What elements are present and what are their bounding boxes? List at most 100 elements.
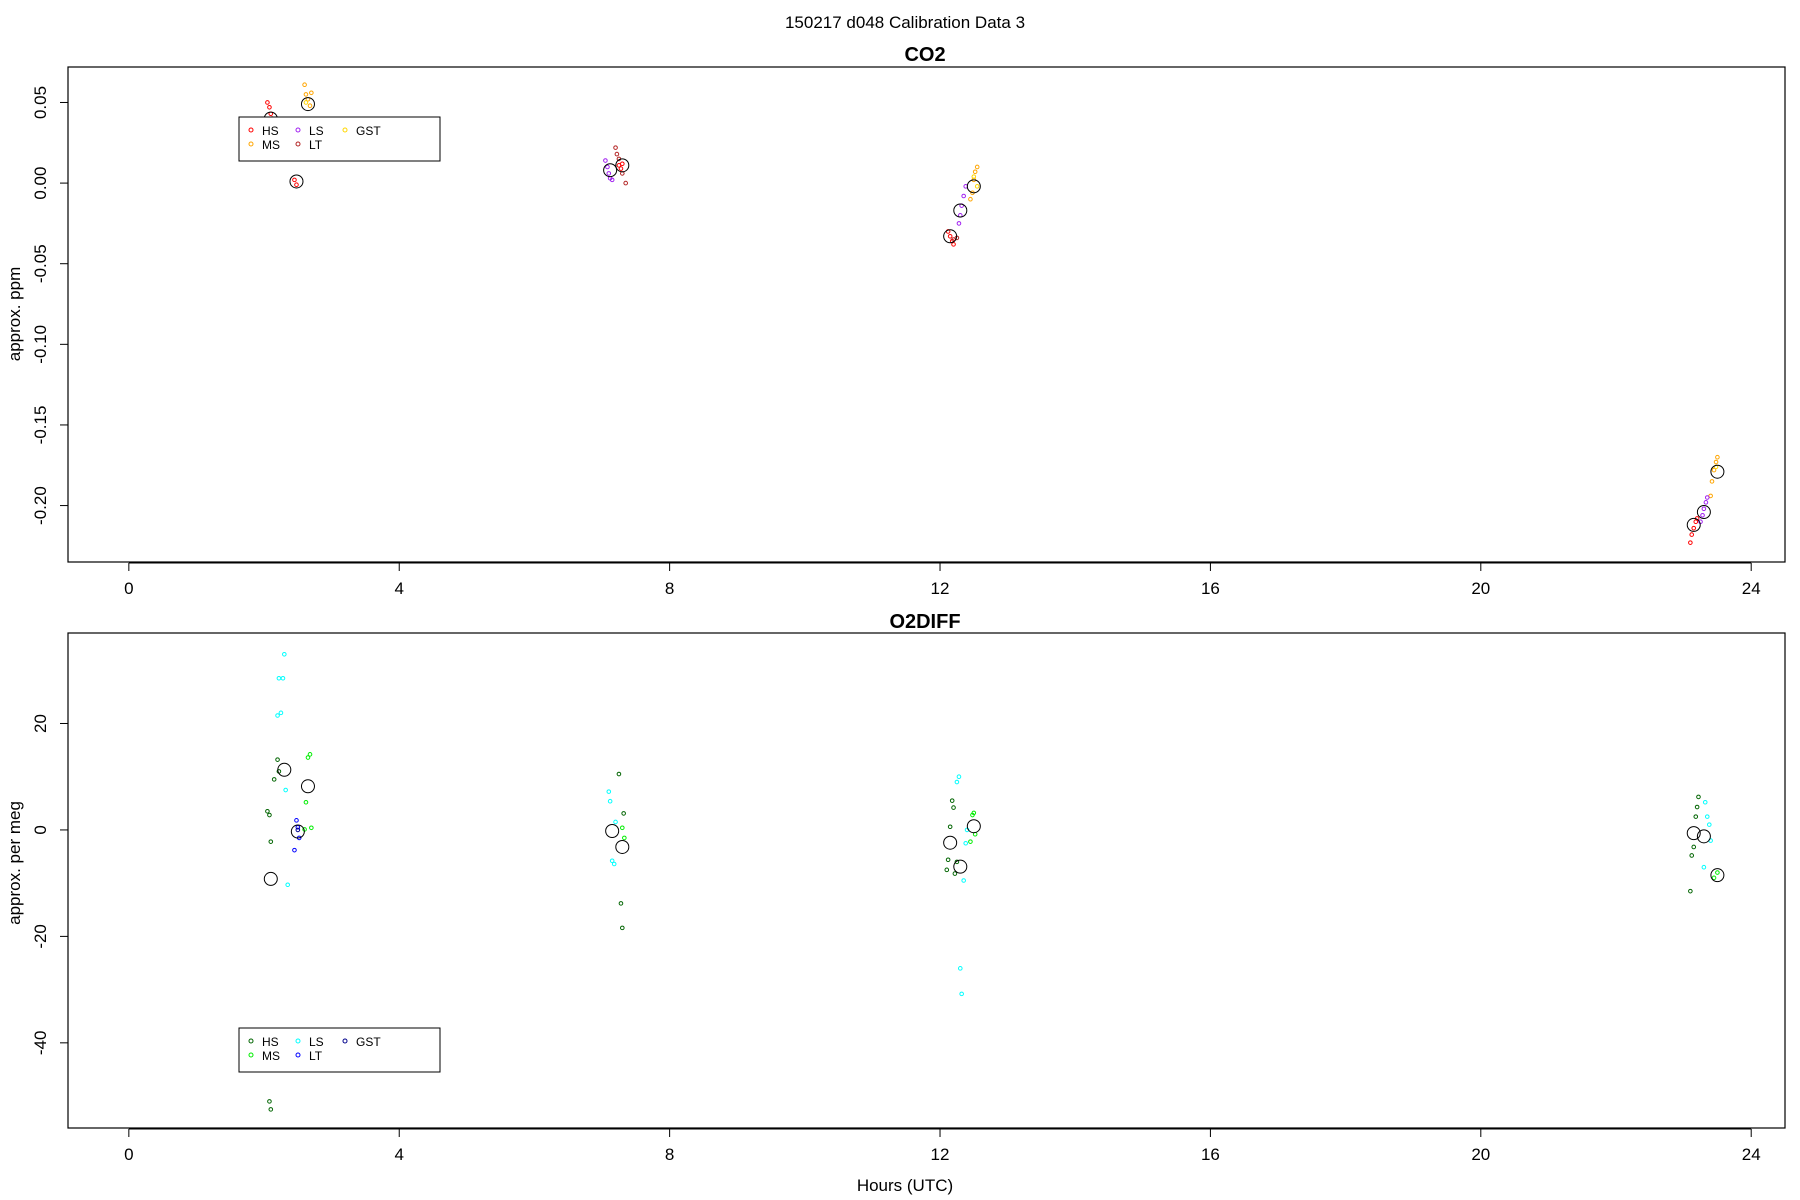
o2diff-y-axis: -40 -20 0 20 (31, 714, 68, 1055)
co2-x-tick-label: 24 (1742, 579, 1761, 598)
co2-y-tick-label: -0.20 (31, 486, 50, 525)
o2diff-mean-point (943, 835, 958, 850)
co2-x-tick-label: 16 (1201, 579, 1220, 598)
o2diff-point-ms (1715, 870, 1720, 875)
co2-mean-point (289, 174, 304, 189)
o2diff-x-tick-label: 20 (1471, 1145, 1490, 1164)
o2diff-chart-title: O2DIFF (889, 611, 960, 633)
o2diff-y-axis-label: approx. per meg (5, 801, 24, 925)
co2-point-ms (303, 92, 309, 97)
o2diff-plot-frame (67, 632, 1786, 1129)
o2diff-x-tick-label: 24 (1742, 1145, 1761, 1164)
o2diff-point-lt (294, 818, 299, 823)
o2diff-point-ms (305, 755, 311, 760)
co2-point-ms (1709, 479, 1715, 484)
o2diff-point-ms (307, 752, 313, 757)
co2-legend-label-ms: MS (262, 138, 280, 152)
co2-mean-point (1696, 505, 1711, 520)
co2-legend-box (238, 116, 441, 162)
o2diff-mean-point (1686, 826, 1701, 841)
o2diff-point-hs (954, 859, 960, 865)
o2diff-point-hs (1689, 853, 1695, 858)
co2-legend-label-lt: LT (309, 138, 323, 152)
co2-point-ls (1703, 500, 1709, 505)
o2diff-point-ls (1706, 822, 1712, 827)
o2diff-legend-label-hs: HS (262, 1035, 279, 1049)
o2diff-point-ls (283, 787, 288, 793)
co2-mean-point (953, 203, 968, 218)
co2-x-tick-label: 8 (665, 579, 674, 598)
co2-point-hs (1688, 540, 1693, 545)
co2-point-ms (974, 164, 980, 170)
o2diff-y-tick-label: -20 (31, 924, 50, 949)
co2-legend-label-gst: GST (356, 124, 381, 138)
co2-point-hs (1691, 525, 1697, 531)
o2diff-point-ls (276, 675, 282, 681)
o2diff-x-tick-label: 4 (394, 1145, 403, 1164)
o2diff-mean-point (605, 824, 620, 838)
o2diff-point-ms (620, 825, 625, 831)
o2diff-x-axis: 0 4 8 12 16 20 24 (124, 1128, 1761, 1164)
co2-y-tick-label: 0.05 (31, 86, 50, 119)
o2diff-x-axis-label: Hours (UTC) (857, 1176, 953, 1195)
co2-point-ms (1713, 459, 1719, 465)
o2diff-point-hs (1693, 814, 1699, 819)
o2diff-legend-label-lt: LT (309, 1049, 323, 1063)
o2diff-mean-point (290, 824, 305, 839)
o2diff-point-ls (959, 991, 964, 997)
o2diff-point-hs (616, 771, 622, 777)
co2-y-axis: -0.20 -0.15 -0.10 -0.05 0.00 0.05 (31, 86, 68, 525)
o2diff-point-hs (618, 901, 624, 906)
o2diff-x-tick-label: 12 (931, 1145, 950, 1164)
o2diff-point-ms (622, 835, 627, 841)
figure-title: 150217 d048 Calibration Data 3 (785, 13, 1025, 32)
co2-point-hs (951, 242, 956, 247)
o2diff-legend-marker-hs (248, 1038, 254, 1044)
o2diff-legend-marker-ms (248, 1052, 254, 1058)
co2-point-ls (605, 164, 610, 170)
co2-mean-point (300, 97, 315, 112)
o2diff-point-hs (267, 1099, 272, 1104)
o2diff-mean-point (1696, 829, 1711, 844)
o2diff-points (263, 651, 1725, 1112)
co2-point-hs (294, 182, 299, 188)
co2-legend-marker-gst (342, 127, 348, 133)
co2-point-ls (606, 171, 612, 176)
co2-y-tick-label: -0.05 (31, 244, 50, 283)
co2-legend-label-hs: HS (262, 124, 279, 138)
co2-legend-marker-ms (248, 141, 254, 147)
co2-point-ms (309, 90, 314, 96)
o2diff-legend-label-ls: LS (309, 1035, 324, 1049)
o2diff-point-hs (1694, 804, 1700, 810)
o2diff-point-hs (275, 757, 280, 762)
o2diff-point-ms (968, 839, 973, 844)
o2diff-point-ls (954, 779, 960, 785)
o2diff-mean-point (263, 871, 278, 886)
co2-x-tick-label: 4 (394, 579, 403, 598)
o2diff-point-lt (292, 847, 297, 853)
co2-point-ms (302, 82, 307, 88)
co2-mean-point (1686, 517, 1701, 532)
co2-point-ls (961, 193, 966, 199)
o2diff-mean-point (1710, 868, 1725, 883)
o2diff-point-ls (956, 774, 962, 780)
co2-mean-point (1710, 464, 1725, 479)
o2diff-point-hs (947, 824, 953, 830)
co2-point-hs (620, 161, 625, 167)
co2-point-hs (267, 105, 272, 110)
o2diff-point-ls (961, 878, 966, 883)
o2diff-point-hs (268, 1107, 274, 1112)
o2diff-legend-label-ms: MS (262, 1049, 280, 1063)
co2-y-tick-label: -0.10 (31, 325, 50, 364)
co2-point-ms (968, 196, 973, 202)
o2diff-point-ls (613, 819, 618, 825)
o2diff-point-ls (611, 861, 617, 867)
o2diff-legend-box (238, 1027, 441, 1073)
o2diff-mean-point (953, 859, 968, 874)
co2-mean-point (615, 158, 630, 173)
o2diff-point-ls (606, 789, 612, 794)
co2-x-tick-label: 0 (124, 579, 133, 598)
o2diff-point-hs (271, 777, 277, 782)
